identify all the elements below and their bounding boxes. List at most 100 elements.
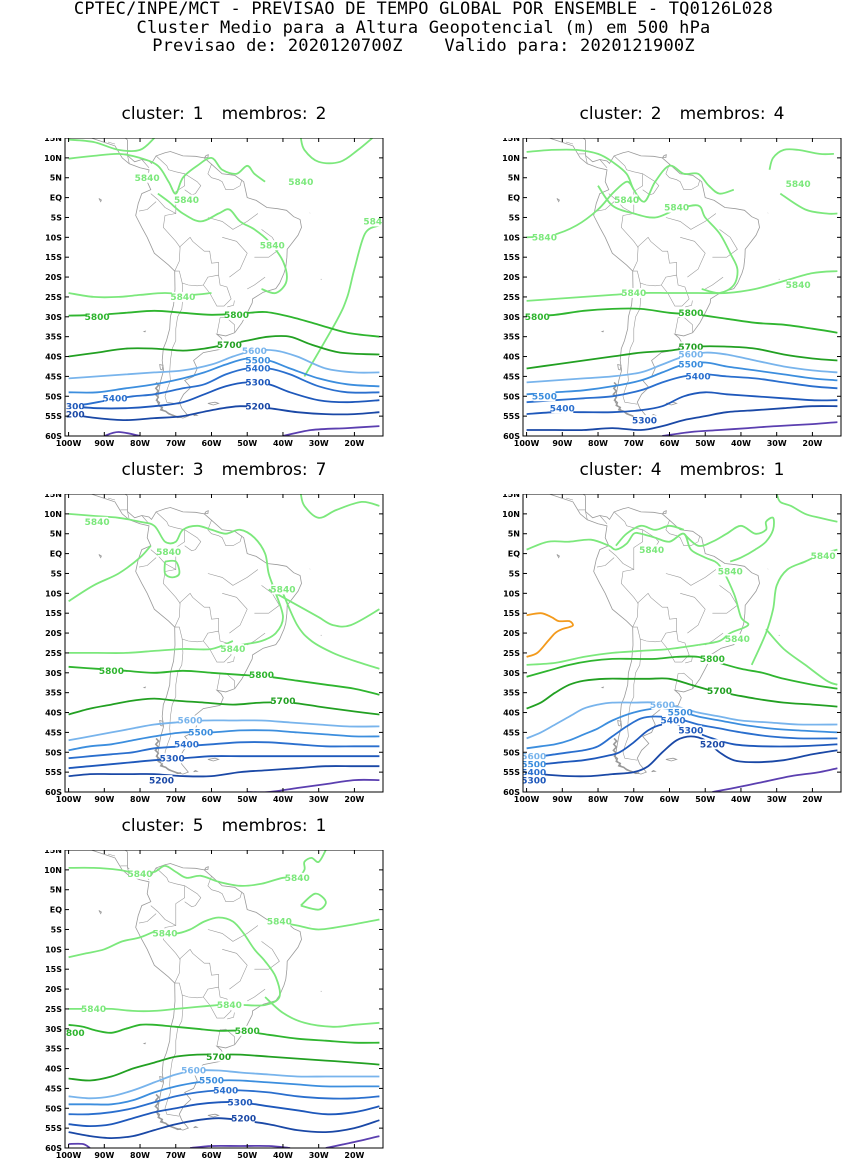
lat-tick-label: 35S <box>503 689 520 698</box>
lat-tick-label: 40S <box>45 1065 62 1074</box>
lat-tick-label: 30S <box>503 313 520 322</box>
lat-tick-label: 10N <box>502 510 520 519</box>
lon-tick-label: 60W <box>660 795 680 804</box>
contour-label: 5500 <box>188 729 213 739</box>
lon-tick-label: 70W <box>166 795 186 804</box>
contour-label: 5840 <box>156 548 181 558</box>
lon-tick-label: 70W <box>166 1151 186 1160</box>
lon-tick-label: 20W <box>344 439 364 448</box>
contour-label: 5840 <box>267 918 292 928</box>
lat-tick-label: 50S <box>503 392 520 401</box>
lat-tick-label: 15S <box>503 253 520 262</box>
members-label: membros: <box>222 104 308 124</box>
lat-tick-label: 50S <box>45 392 62 401</box>
lon-tick-label: 40W <box>731 795 751 804</box>
lat-tick-label: 5N <box>50 886 62 895</box>
lon-tick-label: 80W <box>588 439 608 448</box>
panel-title: cluster: 2 membros: 4 <box>517 104 847 124</box>
members-label: membros: <box>222 460 308 480</box>
members-label: membros: <box>222 816 308 836</box>
cluster-number: 2 <box>651 104 662 124</box>
cluster-label: cluster: <box>122 816 185 836</box>
contour-label: 5840 <box>270 586 295 596</box>
contour-label: 5700 <box>270 697 295 707</box>
contour-label: 5840 <box>664 204 689 214</box>
lat-tick-label: EQ <box>50 906 62 915</box>
cluster-number: 4 <box>651 460 662 480</box>
geopotential-map: 5840584058405840580057005600560055005500… <box>485 494 847 809</box>
contour-label: 5400 <box>550 404 575 414</box>
lat-tick-label: 10S <box>45 233 62 242</box>
lat-tick-label: 5N <box>50 174 62 183</box>
lon-tick-label: 90W <box>552 795 572 804</box>
contour-label: 5800 <box>85 313 110 323</box>
members-count: 4 <box>774 104 785 124</box>
lat-tick-label: 55S <box>45 768 62 777</box>
lat-tick-label: 10S <box>503 589 520 598</box>
lat-tick-label: 5S <box>51 925 63 934</box>
cluster-label: cluster: <box>580 104 643 124</box>
contour-label: 5800 <box>99 667 124 677</box>
island-outline <box>144 687 145 688</box>
contour-label: 5200 <box>245 402 270 412</box>
contour-label: 5300 <box>632 416 657 426</box>
contour-label: 5500 <box>199 1077 224 1087</box>
lon-tick-label: 70W <box>166 439 186 448</box>
contour-label: 5840 <box>285 874 310 884</box>
contour-label: 5300 <box>245 379 270 389</box>
lat-tick-label: 5N <box>508 530 520 539</box>
lat-tick-label: 35S <box>503 333 520 342</box>
contour-label: 5200 <box>700 741 725 751</box>
lon-tick-label: 30W <box>767 795 787 804</box>
contour-label: 5800 <box>678 309 703 319</box>
lat-tick-label: 45S <box>45 1084 62 1093</box>
contour-label: 5840 <box>81 1005 106 1015</box>
contour-label: 5300 <box>160 754 185 764</box>
lat-tick-label: 20S <box>45 629 62 638</box>
contour-label: 5840 <box>786 180 811 190</box>
members-count: 1 <box>316 816 327 836</box>
lat-tick-label: 40S <box>503 709 520 718</box>
cluster-number: 5 <box>193 816 204 836</box>
lat-tick-label: 5S <box>51 569 63 578</box>
members-label: membros: <box>680 104 766 124</box>
lat-tick-label: 15S <box>45 253 62 262</box>
lon-tick-label: 40W <box>273 795 293 804</box>
lat-tick-label: 35S <box>45 1045 62 1054</box>
lat-tick-label: 25S <box>503 649 520 658</box>
contour-label: 5840 <box>614 196 639 206</box>
cluster-label: cluster: <box>122 104 185 124</box>
lon-tick-label: 60W <box>202 1151 222 1160</box>
lat-tick-label: 15N <box>44 850 62 855</box>
lat-tick-label: 10S <box>503 233 520 242</box>
lon-tick-label: 50W <box>237 795 257 804</box>
lon-tick-label: 80W <box>588 795 608 804</box>
lat-tick-label: 40S <box>503 353 520 362</box>
contour-label: 5840 <box>153 930 178 940</box>
contour-label: 5600 <box>242 347 267 357</box>
lon-tick-label: 30W <box>309 795 329 804</box>
contour-label: 5500 <box>678 361 703 371</box>
lat-tick-label: 20S <box>45 273 62 282</box>
members-count: 1 <box>774 460 785 480</box>
lon-tick-label: 100W <box>56 439 82 448</box>
lat-tick-label: EQ <box>508 194 520 203</box>
lon-tick-label: 30W <box>767 439 787 448</box>
cluster-number: 1 <box>193 104 204 124</box>
contour-label: 5400 <box>102 394 127 404</box>
title-line-3: Previsao de: 2020120700Z Valido para: 20… <box>0 37 847 56</box>
contour-label: 5840 <box>786 281 811 291</box>
lon-tick-label: 90W <box>94 795 114 804</box>
lat-tick-label: 50S <box>503 748 520 757</box>
lon-tick-label: 40W <box>273 1151 293 1160</box>
lat-tick-label: 10N <box>44 154 62 163</box>
contour-label: 5800 <box>235 1027 260 1037</box>
lat-tick-label: 40S <box>45 709 62 718</box>
lat-tick-label: 35S <box>45 333 62 342</box>
lat-tick-label: 45S <box>45 372 62 381</box>
lat-tick-label: 45S <box>503 372 520 381</box>
